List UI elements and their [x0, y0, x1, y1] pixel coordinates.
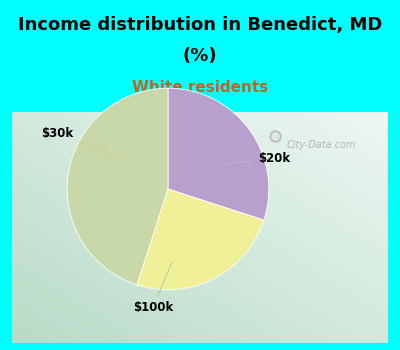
- Text: $30k: $30k: [41, 127, 123, 158]
- Text: $100k: $100k: [133, 262, 173, 314]
- Text: White residents: White residents: [132, 79, 268, 94]
- Text: $20k: $20k: [226, 152, 290, 165]
- Wedge shape: [137, 189, 264, 290]
- Text: Income distribution in Benedict, MD: Income distribution in Benedict, MD: [18, 16, 382, 34]
- Text: (%): (%): [183, 47, 217, 65]
- Wedge shape: [168, 88, 269, 220]
- Text: City-Data.com: City-Data.com: [286, 140, 356, 150]
- Wedge shape: [67, 88, 168, 285]
